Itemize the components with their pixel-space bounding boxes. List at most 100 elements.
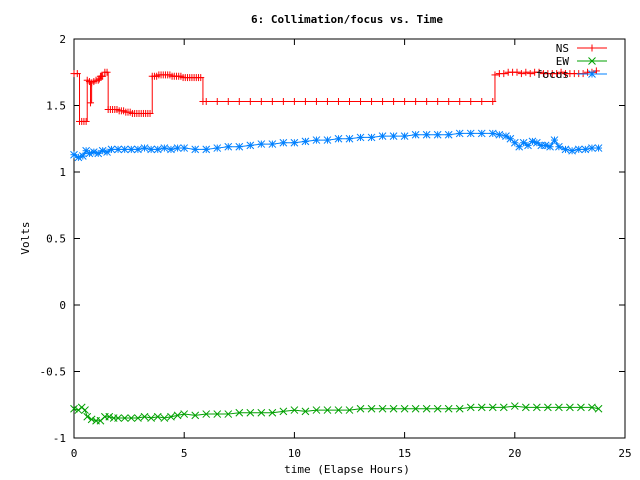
data-point [379, 98, 387, 106]
data-point [89, 148, 98, 156]
data-point [517, 70, 525, 78]
data-point [323, 136, 332, 144]
data-point [202, 145, 211, 154]
data-point [423, 98, 431, 106]
data-point [400, 404, 409, 413]
data-point [477, 129, 486, 138]
data-point [488, 403, 497, 412]
data-point [510, 138, 519, 147]
data-point [98, 146, 107, 155]
data-point [120, 145, 129, 154]
x-axis-label: time (Elapse Hours) [284, 463, 410, 476]
data-point [499, 403, 508, 412]
data-point [346, 98, 353, 106]
data-point [246, 98, 254, 106]
data-point [368, 98, 376, 106]
data-point [378, 404, 387, 413]
y-tick-label: -1 [53, 432, 66, 445]
data-point [257, 140, 266, 148]
data-point [495, 130, 504, 139]
data-point [489, 98, 497, 106]
data-point [279, 98, 287, 106]
data-point [87, 99, 95, 107]
data-point [444, 130, 453, 139]
data-point [82, 117, 90, 125]
data-point [127, 145, 136, 154]
data-point [357, 98, 365, 106]
data-point [510, 402, 519, 410]
data-point [581, 145, 590, 154]
data-point [400, 132, 409, 140]
data-point [434, 98, 442, 106]
data-point [422, 130, 431, 139]
data-point [147, 414, 155, 422]
data-point [268, 140, 277, 148]
data-point [477, 403, 486, 412]
data-point [81, 406, 89, 414]
data-point [191, 411, 200, 420]
data-point [70, 404, 78, 413]
data-point [389, 132, 398, 140]
data-point [147, 145, 155, 154]
data-point [433, 404, 442, 413]
legend-marker [588, 70, 596, 78]
data-point [268, 408, 277, 417]
data-point [594, 144, 603, 152]
data-point [114, 145, 122, 154]
data-point [173, 411, 182, 420]
data-point [213, 98, 221, 106]
data-point [557, 68, 565, 76]
data-point [455, 404, 464, 413]
data-point [491, 71, 499, 79]
data-point [535, 68, 543, 76]
data-point [456, 98, 464, 106]
data-point [73, 70, 81, 78]
data-point [345, 134, 354, 143]
data-point [213, 144, 222, 152]
data-point [367, 133, 376, 142]
data-point [521, 403, 530, 412]
data-point [513, 68, 521, 76]
data-point [140, 412, 149, 421]
data-point [356, 133, 365, 142]
data-point [153, 145, 162, 154]
x-tick-label: 20 [508, 447, 521, 460]
series-ew [70, 402, 603, 425]
y-tick-label: 1.5 [46, 100, 66, 113]
y-axis: -1 -0.5 0 0.5 1 1.5 2 [40, 33, 625, 445]
y-axis-label: Volts [19, 221, 32, 254]
data-point [541, 141, 550, 150]
data-point [167, 145, 175, 154]
data-point [103, 68, 111, 76]
data-point [323, 98, 331, 106]
legend-label: focus [536, 68, 569, 81]
x-tick-label: 15 [398, 447, 411, 460]
data-point [83, 412, 92, 421]
data-point [120, 414, 129, 422]
y-tick-label: 1 [59, 166, 66, 179]
data-point [301, 407, 310, 416]
data-point [246, 141, 255, 150]
data-point [588, 403, 596, 412]
data-point [140, 144, 149, 152]
series-layer [70, 67, 603, 425]
data-point [94, 76, 102, 84]
data-point [411, 404, 420, 413]
data-point [466, 129, 475, 138]
data-point [160, 414, 169, 422]
data-point [422, 404, 431, 413]
data-point [345, 406, 354, 414]
data-point [107, 145, 116, 154]
data-point [290, 98, 298, 106]
data-point [401, 98, 409, 106]
data-point [466, 403, 475, 412]
data-point [532, 403, 541, 412]
x-tick-label: 25 [618, 447, 631, 460]
data-point [312, 406, 321, 414]
data-point [444, 404, 453, 413]
data-point [488, 129, 497, 138]
x-tick-label: 5 [181, 447, 188, 460]
data-point [478, 98, 486, 106]
data-point [78, 152, 87, 160]
data-point [433, 130, 442, 139]
